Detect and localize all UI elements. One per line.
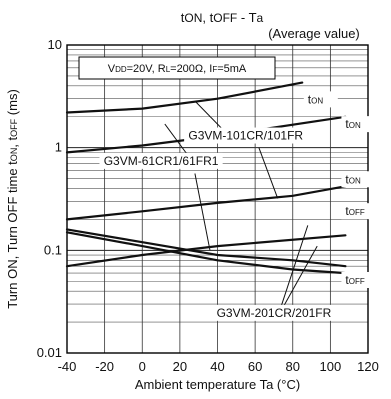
label-bg	[303, 91, 338, 108]
series-line-5	[65, 234, 347, 268]
y-tick-label: 10	[48, 37, 62, 52]
y-tick-label: 0.1	[44, 242, 62, 257]
x-tick-label: 0	[139, 359, 146, 374]
plot-frame	[66, 44, 369, 354]
x-tick-label: 100	[320, 359, 342, 374]
leader-line	[277, 225, 309, 317]
label-bg	[212, 304, 336, 321]
series-line-1	[65, 81, 304, 114]
x-tick-label: 120	[357, 359, 379, 374]
x-tick-label: 80	[286, 359, 300, 374]
leader-line	[258, 147, 279, 199]
device-label: G3VM-101CR/101FR	[188, 129, 303, 143]
label-bg	[99, 152, 223, 169]
label-bg	[341, 116, 376, 133]
series-line-4	[65, 231, 347, 275]
label-bg	[184, 127, 308, 144]
chart-subtitle: (Average value)	[268, 26, 360, 41]
y-axis-title: Turn ON, Turn OFF time tON, tOFF (ms)	[5, 89, 20, 309]
series-label: tOFF	[345, 273, 364, 287]
device-label: G3VM-61CR1/61FR1	[104, 154, 219, 168]
x-tick-label: -20	[95, 359, 114, 374]
y-tick-label: 0.01	[37, 345, 62, 360]
chart-title: tON, tOFF - Ta	[181, 10, 264, 25]
condition-label: VDD=20V, RL=200Ω, IF=5mA	[108, 63, 247, 75]
x-tick-label: 40	[210, 359, 224, 374]
series-label: tON	[345, 172, 361, 186]
x-tick-label: 20	[173, 359, 187, 374]
condition-box	[78, 56, 276, 80]
x-axis-title: Ambient temperature Ta (°C)	[135, 377, 300, 392]
x-tick-label: 60	[248, 359, 262, 374]
label-bg	[341, 271, 376, 288]
series-line-6	[65, 228, 347, 268]
leader-line	[194, 173, 211, 251]
label-bg	[341, 171, 376, 188]
device-label: G3VM-201CR/201FR	[217, 306, 332, 320]
series-label: tOFF	[345, 204, 364, 218]
series-line-3	[65, 185, 347, 221]
series-label: tON	[345, 117, 361, 131]
series-label: tON	[308, 92, 324, 106]
x-tick-label: -40	[58, 359, 77, 374]
label-bg	[341, 203, 376, 220]
y-tick-label: 1	[55, 140, 62, 155]
series-line-2	[65, 115, 347, 154]
